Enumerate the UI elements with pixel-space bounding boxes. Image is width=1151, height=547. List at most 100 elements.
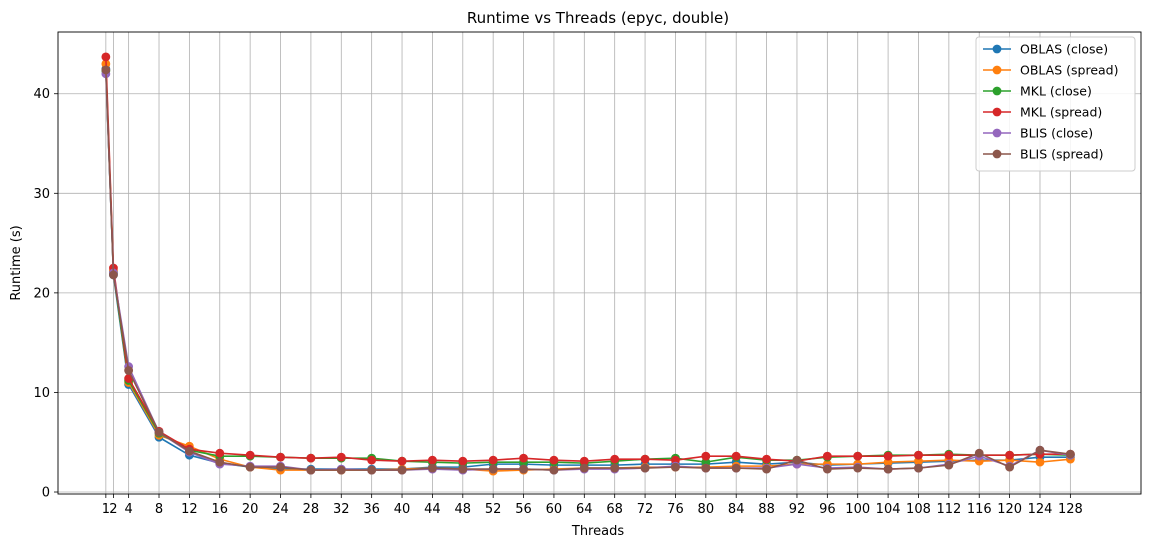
- x-tick-label: 8: [155, 502, 163, 517]
- data-point: [519, 464, 528, 474]
- data-point: [944, 460, 954, 470]
- data-point: [458, 456, 468, 466]
- legend-marker: [992, 107, 1002, 117]
- y-axis-label: Runtime (s): [9, 225, 24, 300]
- data-point: [610, 463, 620, 473]
- x-tick-label: 52: [485, 502, 502, 517]
- data-point: [1035, 457, 1045, 467]
- data-point: [367, 465, 377, 475]
- y-tick-label: 0: [42, 486, 50, 501]
- series-line: [105, 69, 1071, 471]
- data-point: [184, 446, 194, 456]
- y-tick-label: 30: [33, 187, 50, 202]
- data-point: [109, 270, 118, 280]
- legend-item: OBLAS (spread): [983, 63, 1118, 78]
- x-tick-label: 2: [109, 502, 117, 517]
- x-tick-label: 92: [789, 502, 806, 517]
- x-tick-label: 60: [546, 502, 563, 517]
- data-point: [1035, 445, 1045, 455]
- data-point: [671, 462, 680, 472]
- data-point: [762, 454, 771, 464]
- data-point: [549, 465, 559, 475]
- data-point: [883, 464, 893, 474]
- legend-item: MKL (spread): [983, 105, 1102, 120]
- data-point: [245, 462, 255, 472]
- data-point: [124, 366, 134, 375]
- data-point: [519, 453, 528, 463]
- x-tick-label: 124: [1028, 502, 1053, 517]
- series-3: [101, 52, 1075, 466]
- data-point: [101, 65, 111, 75]
- data-point: [822, 451, 832, 461]
- x-tick-label: 64: [576, 502, 593, 517]
- data-point: [883, 451, 893, 461]
- x-tick-label: 120: [997, 502, 1022, 517]
- series-group: [101, 52, 1075, 476]
- data-point: [914, 450, 923, 460]
- data-point: [1005, 462, 1015, 472]
- data-point: [640, 463, 650, 473]
- data-point: [215, 448, 225, 458]
- data-point: [822, 464, 832, 474]
- legend-label: MKL (spread): [1020, 105, 1102, 120]
- x-tick-label: 28: [303, 502, 320, 517]
- series-5: [101, 65, 1075, 475]
- data-point: [640, 454, 650, 464]
- data-point: [336, 452, 346, 462]
- x-tick-label: 56: [515, 502, 532, 517]
- x-tick-label: 20: [242, 502, 259, 517]
- chart-title: Runtime vs Threads (epyc, double): [467, 9, 729, 27]
- legend-label: MKL (close): [1020, 84, 1092, 99]
- data-point: [367, 455, 377, 465]
- x-tick-label: 68: [606, 502, 623, 517]
- data-point: [1065, 449, 1075, 459]
- legend-marker: [992, 44, 1002, 54]
- data-point: [336, 465, 346, 475]
- data-point: [306, 453, 316, 463]
- x-tick-label: 84: [728, 502, 745, 517]
- grid: [58, 32, 1141, 494]
- data-point: [701, 451, 711, 461]
- legend-item: OBLAS (close): [983, 42, 1108, 57]
- x-tick-label: 1: [102, 502, 110, 517]
- y-tick-label: 20: [33, 286, 50, 301]
- tick-group: 1 2 4 8 12 16 20 24 28 32 36 40 44 48 52 56 60 64 68 72 76 80…: [33, 87, 1082, 517]
- data-point: [397, 456, 407, 466]
- data-point: [428, 455, 437, 465]
- y-tick-label: 10: [33, 386, 50, 401]
- legend-label: OBLAS (close): [1020, 42, 1108, 57]
- x-axis-label: Threads: [571, 524, 624, 539]
- data-point: [731, 451, 741, 461]
- x-tick-label: 4: [124, 502, 132, 517]
- legend-item: MKL (close): [983, 84, 1092, 99]
- data-point: [488, 464, 498, 474]
- legend-item: BLIS (close): [983, 126, 1093, 141]
- data-point: [853, 463, 863, 473]
- data-point: [154, 427, 164, 437]
- data-point: [974, 448, 984, 458]
- x-tick-label: 104: [876, 502, 901, 517]
- x-tick-label: 24: [272, 502, 289, 517]
- legend-marker: [992, 65, 1002, 75]
- x-tick-label: 96: [819, 502, 836, 517]
- legend-marker: [992, 86, 1002, 96]
- x-tick-label: 16: [211, 502, 228, 517]
- x-tick-label: 76: [667, 502, 684, 517]
- data-point: [549, 455, 559, 465]
- x-tick-label: 48: [455, 502, 472, 517]
- data-point: [428, 463, 437, 473]
- data-point: [944, 450, 954, 460]
- series-line: [105, 56, 1071, 462]
- y-tick-label: 40: [33, 87, 50, 102]
- x-tick-label: 36: [363, 502, 380, 517]
- data-point: [914, 463, 923, 473]
- x-tick-label: 128: [1058, 502, 1083, 517]
- data-point: [731, 463, 741, 473]
- data-point: [579, 456, 589, 466]
- data-point: [1005, 450, 1015, 460]
- x-tick-label: 108: [906, 502, 931, 517]
- data-point: [245, 450, 255, 460]
- x-tick-label: 40: [394, 502, 411, 517]
- plot-frame: [57, 31, 1142, 495]
